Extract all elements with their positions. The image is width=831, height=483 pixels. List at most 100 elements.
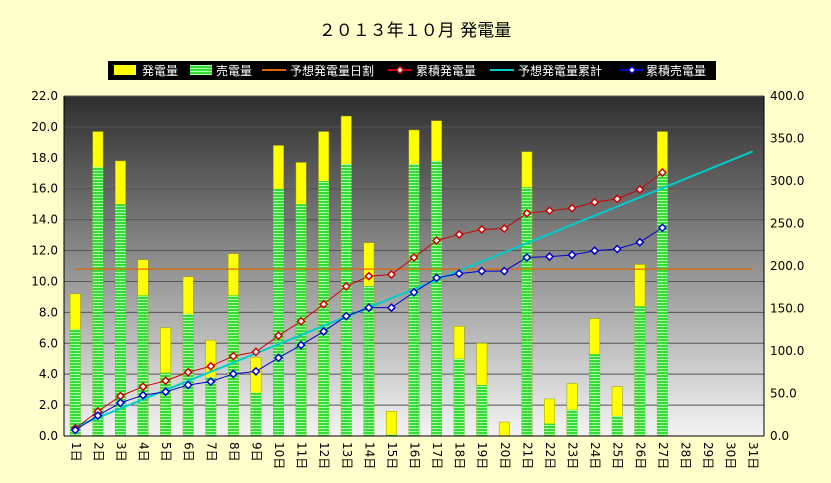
point-累積発電量 [341, 281, 351, 291]
y-left-tick-label: 22.0 [31, 89, 58, 103]
bar-sales [70, 329, 81, 436]
legend-marker [395, 65, 405, 75]
point-累積売電量 [341, 311, 351, 321]
x-tick-label: 25日 [611, 442, 625, 469]
bar-sales [589, 354, 600, 436]
bar-sales [273, 188, 284, 436]
bar-sales [453, 358, 465, 436]
x-tick-label: 29日 [701, 442, 715, 469]
y-left-tick-label: 8.0 [39, 305, 58, 319]
point-累積売電量 [567, 250, 577, 260]
x-tick-label: 12日 [317, 442, 331, 469]
bar-sales [115, 204, 126, 436]
y-right-tick-label: 350.0 [770, 132, 804, 146]
x-tick-label: 16日 [408, 442, 422, 469]
point-累積売電量 [590, 246, 600, 256]
legend-marker [627, 65, 637, 75]
point-累積発電量 [567, 203, 577, 213]
bar-sales [341, 164, 352, 436]
x-tick-label: 24日 [588, 442, 602, 469]
point-累積発電量 [364, 271, 374, 281]
bar-sales [566, 409, 578, 436]
point-累積売電量 [228, 369, 238, 379]
point-累積発電量 [657, 167, 667, 178]
point-累積売電量 [138, 390, 148, 400]
x-tick-label: 19日 [475, 442, 489, 469]
x-tick-label: 4日 [137, 442, 151, 462]
axes: 0.0 2.0 4.0 6.0 8.0 10.0 12.0 14.0 16.0 18.0 20.0 2… [31, 89, 804, 469]
x-tick-label: 26日 [633, 442, 647, 469]
point-累積売電量 [206, 377, 216, 387]
point-累積発電量 [296, 316, 306, 326]
point-累積発電量 [251, 347, 261, 357]
y-right-tick-label: 250.0 [770, 217, 804, 231]
y-right-tick-label: 300.0 [770, 174, 804, 188]
point-累積発電量 [522, 208, 532, 218]
bar-sales [250, 392, 262, 436]
legend-label: 予想発電量累計 [518, 63, 602, 78]
point-累積売電量 [477, 266, 487, 276]
y-left-tick-label: 12.0 [31, 244, 58, 258]
x-tick-label: 30日 [724, 442, 738, 469]
x-tick-label: 21日 [520, 442, 534, 469]
x-tick-label: 15日 [385, 442, 399, 469]
bar-sales [205, 377, 216, 436]
bar-sales [521, 187, 533, 436]
y-left-tick-label: 14.0 [31, 213, 58, 227]
point-累積発電量 [432, 235, 442, 246]
point-累積売電量 [319, 326, 329, 337]
x-tick-label: 2日 [91, 442, 105, 462]
bar-sales [92, 167, 104, 436]
point-累積売電量 [635, 237, 645, 247]
point-累積発電量 [635, 184, 645, 195]
y-left-tick-label: 6.0 [39, 336, 58, 350]
bar-sales [137, 295, 149, 436]
bar-sales [386, 434, 397, 436]
legend-label: 発電量 [142, 64, 178, 78]
x-tick-label: 5日 [159, 442, 173, 462]
legend-label: 累積売電量 [646, 63, 706, 78]
point-累積売電量 [499, 266, 509, 276]
point-累積売電量 [364, 303, 374, 313]
x-tick-label: 22日 [543, 442, 557, 469]
legend-swatch [114, 65, 136, 75]
bar-sales [476, 385, 487, 436]
bar-sales [408, 164, 420, 436]
point-累積発電量 [454, 229, 464, 240]
point-累積売電量 [432, 273, 442, 283]
bar-sales [363, 286, 375, 436]
point-累積売電量 [296, 340, 306, 350]
point-累積売電量 [93, 411, 103, 421]
x-tick-label: 8日 [227, 442, 241, 462]
x-tick-label: 31日 [746, 442, 760, 469]
point-累積発電量 [319, 299, 329, 309]
bar-sales [612, 415, 623, 436]
y-left-tick-label: 16.0 [31, 182, 58, 196]
x-tick-label: 18日 [453, 442, 467, 469]
y-left-tick-label: 0.0 [39, 429, 58, 443]
bar-sales [657, 173, 668, 437]
x-tick-label: 7日 [204, 442, 218, 462]
point-累積発電量 [138, 382, 148, 392]
point-累積売電量 [544, 252, 555, 262]
x-tick-label: 17日 [430, 442, 444, 469]
x-tick-label: 6日 [182, 442, 196, 462]
point-累積発電量 [544, 206, 555, 216]
point-累積発電量 [206, 361, 216, 371]
x-tick-label: 10日 [272, 442, 286, 469]
y-left-tick-label: 2.0 [39, 398, 58, 412]
x-tick-label: 20日 [498, 442, 512, 469]
point-累積発電量 [612, 194, 622, 204]
x-tick-label: 14日 [362, 442, 376, 469]
x-tick-label: 28日 [678, 442, 692, 469]
point-累積発電量 [386, 269, 396, 280]
point-累積発電量 [499, 224, 509, 234]
y-right-tick-label: 150.0 [770, 302, 804, 316]
lines [70, 150, 754, 435]
x-tick-label: 9日 [249, 442, 263, 462]
point-累積売電量 [70, 425, 80, 435]
point-累積発電量 [161, 376, 171, 386]
point-累積売電量 [386, 303, 396, 313]
point-累積発電量 [590, 197, 600, 207]
